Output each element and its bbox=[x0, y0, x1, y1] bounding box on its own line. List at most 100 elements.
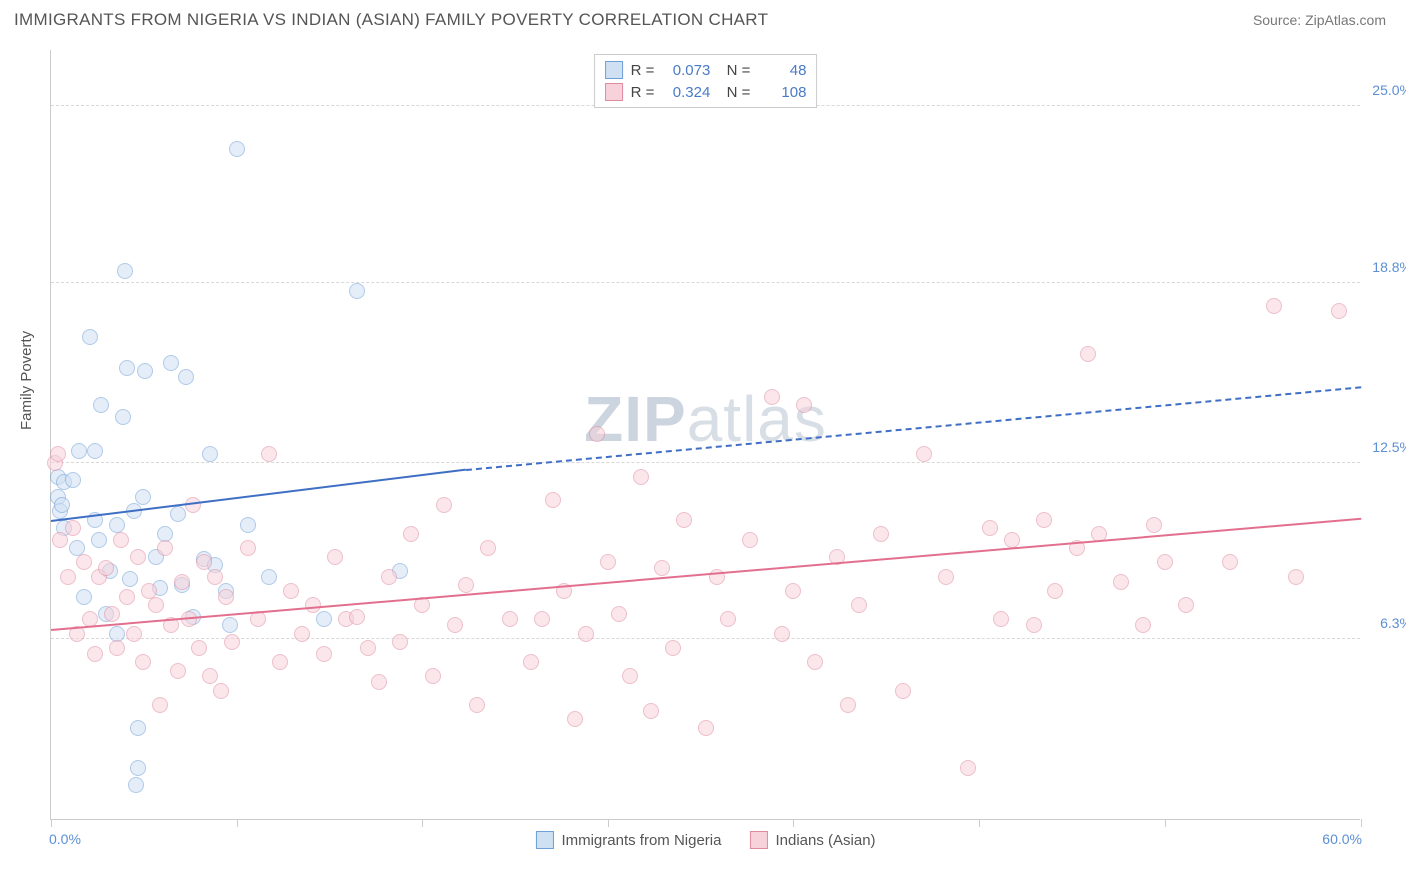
data-point-nigeria bbox=[316, 611, 332, 627]
chart-header: IMMIGRANTS FROM NIGERIA VS INDIAN (ASIAN… bbox=[0, 0, 1406, 38]
data-point-nigeria bbox=[117, 263, 133, 279]
data-point-indian bbox=[403, 526, 419, 542]
legend-label: Immigrants from Nigeria bbox=[561, 832, 721, 849]
data-point-nigeria bbox=[130, 760, 146, 776]
data-point-indian bbox=[916, 446, 932, 462]
data-point-indian bbox=[502, 611, 518, 627]
n-value: 108 bbox=[758, 84, 806, 101]
n-label: N = bbox=[718, 62, 750, 79]
gridline bbox=[51, 462, 1360, 463]
data-point-nigeria bbox=[240, 517, 256, 533]
data-point-indian bbox=[938, 569, 954, 585]
data-point-indian bbox=[272, 654, 288, 670]
data-point-indian bbox=[796, 397, 812, 413]
y-axis-label: Family Poverty bbox=[18, 331, 35, 430]
data-point-nigeria bbox=[222, 617, 238, 633]
data-point-indian bbox=[523, 654, 539, 670]
data-point-indian bbox=[65, 520, 81, 536]
data-point-indian bbox=[764, 389, 780, 405]
data-point-nigeria bbox=[54, 497, 70, 513]
watermark-light: atlas bbox=[687, 383, 827, 455]
data-point-indian bbox=[425, 668, 441, 684]
legend-swatch bbox=[605, 83, 623, 101]
data-point-indian bbox=[698, 720, 714, 736]
data-point-indian bbox=[196, 554, 212, 570]
data-point-indian bbox=[119, 589, 135, 605]
data-point-indian bbox=[1146, 517, 1162, 533]
y-tick-label: 25.0% bbox=[1372, 82, 1406, 98]
watermark: ZIPatlas bbox=[584, 382, 827, 456]
data-point-indian bbox=[534, 611, 550, 627]
data-point-indian bbox=[578, 626, 594, 642]
series-legend: Immigrants from NigeriaIndians (Asian) bbox=[535, 831, 875, 849]
data-point-indian bbox=[52, 532, 68, 548]
legend-row-nigeria: R = 0.073 N = 48 bbox=[605, 59, 807, 81]
r-label: R = bbox=[631, 62, 655, 79]
data-point-nigeria bbox=[178, 369, 194, 385]
data-point-nigeria bbox=[137, 363, 153, 379]
data-point-indian bbox=[1113, 574, 1129, 590]
data-point-indian bbox=[1178, 597, 1194, 613]
data-point-indian bbox=[622, 668, 638, 684]
r-value: 0.324 bbox=[662, 84, 710, 101]
x-tick bbox=[1165, 819, 1166, 827]
data-point-nigeria bbox=[93, 397, 109, 413]
data-point-indian bbox=[654, 560, 670, 576]
data-point-indian bbox=[545, 492, 561, 508]
x-tick bbox=[608, 819, 609, 827]
data-point-indian bbox=[1026, 617, 1042, 633]
data-point-indian bbox=[316, 646, 332, 662]
data-point-nigeria bbox=[115, 409, 131, 425]
data-point-indian bbox=[1288, 569, 1304, 585]
scatter-chart: ZIPatlas 6.3%12.5%18.8%25.0%0.0%60.0%R =… bbox=[50, 50, 1360, 820]
data-point-nigeria bbox=[229, 141, 245, 157]
x-min-label: 0.0% bbox=[49, 831, 81, 847]
n-value: 48 bbox=[758, 62, 806, 79]
data-point-indian bbox=[135, 654, 151, 670]
data-point-indian bbox=[360, 640, 376, 656]
correlation-legend: R = 0.073 N = 48 R =0.324 N =108 bbox=[594, 54, 818, 108]
data-point-indian bbox=[98, 560, 114, 576]
data-point-indian bbox=[392, 634, 408, 650]
data-point-indian bbox=[76, 554, 92, 570]
data-point-indian bbox=[993, 611, 1009, 627]
x-tick bbox=[979, 819, 980, 827]
legend-swatch bbox=[605, 61, 623, 79]
data-point-indian bbox=[174, 574, 190, 590]
data-point-indian bbox=[130, 549, 146, 565]
data-point-indian bbox=[60, 569, 76, 585]
source-attribution: Source: ZipAtlas.com bbox=[1253, 12, 1386, 28]
data-point-nigeria bbox=[130, 720, 146, 736]
data-point-indian bbox=[1047, 583, 1063, 599]
x-tick bbox=[422, 819, 423, 827]
data-point-indian bbox=[113, 532, 129, 548]
chart-title: IMMIGRANTS FROM NIGERIA VS INDIAN (ASIAN… bbox=[14, 10, 768, 30]
data-point-indian bbox=[895, 683, 911, 699]
data-point-indian bbox=[1331, 303, 1347, 319]
data-point-indian bbox=[633, 469, 649, 485]
source-name: ZipAtlas.com bbox=[1305, 12, 1386, 28]
data-point-nigeria bbox=[65, 472, 81, 488]
data-point-indian bbox=[720, 611, 736, 627]
data-point-indian bbox=[873, 526, 889, 542]
legend-row-indian: R =0.324 N =108 bbox=[605, 81, 807, 103]
data-point-indian bbox=[436, 497, 452, 513]
data-point-nigeria bbox=[135, 489, 151, 505]
data-point-nigeria bbox=[87, 443, 103, 459]
data-point-indian bbox=[807, 654, 823, 670]
data-point-indian bbox=[202, 668, 218, 684]
data-point-indian bbox=[1004, 532, 1020, 548]
data-point-indian bbox=[469, 697, 485, 713]
data-point-indian bbox=[600, 554, 616, 570]
legend-swatch bbox=[749, 831, 767, 849]
data-point-nigeria bbox=[71, 443, 87, 459]
data-point-indian bbox=[87, 646, 103, 662]
data-point-indian bbox=[240, 540, 256, 556]
data-point-indian bbox=[851, 597, 867, 613]
data-point-indian bbox=[774, 626, 790, 642]
data-point-indian bbox=[371, 674, 387, 690]
data-point-indian bbox=[840, 697, 856, 713]
r-value: 0.073 bbox=[662, 62, 710, 79]
data-point-indian bbox=[611, 606, 627, 622]
x-tick bbox=[1361, 819, 1362, 827]
